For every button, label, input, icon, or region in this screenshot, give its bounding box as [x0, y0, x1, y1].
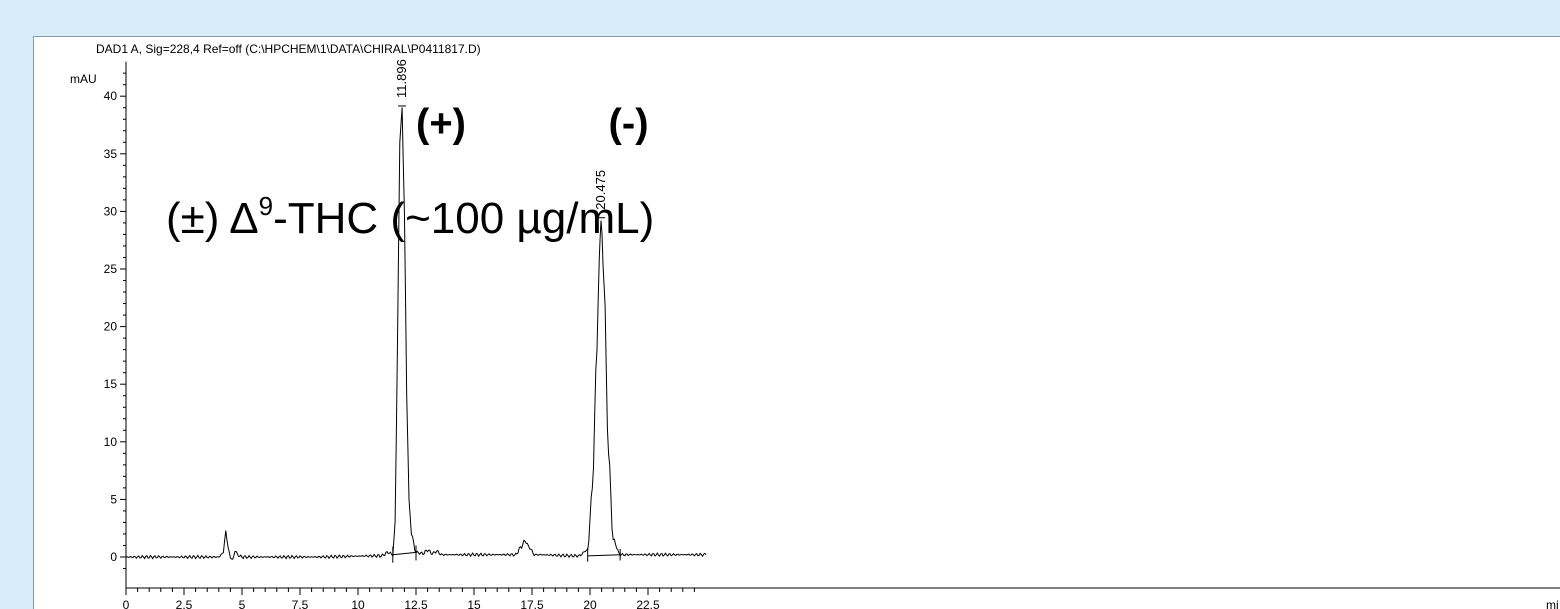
- y-tick-label-25: 25: [104, 262, 118, 276]
- enantiomer-annotation-2: (-): [609, 102, 649, 146]
- sample-label: (±) Δ9-THC (~100 µg/mL): [166, 191, 654, 243]
- peak-label-2: 20.475: [593, 170, 608, 210]
- y-tick-label-30: 30: [104, 204, 118, 218]
- x-tick-label-20: 20: [583, 598, 597, 609]
- sample-label-superscript: 9: [259, 191, 273, 221]
- x-tick-label-17.5: 17.5: [520, 598, 544, 609]
- sample-label-suffix: -THC (~100 µg/mL): [273, 194, 654, 243]
- peak-baseline-2: [587, 554, 621, 557]
- x-tick-label-15: 15: [467, 598, 481, 609]
- x-tick-label-22.5: 22.5: [636, 598, 660, 609]
- chromatogram-chart: DAD1 A, Sig=228,4 Ref=off (C:\HPCHEM\1\D…: [70, 42, 1560, 609]
- y-tick-label-10: 10: [104, 435, 118, 449]
- axes: 0 5 10 15 20 25 30 35 40 0 2.5 5 7.5 10 12.5 15 17.5 20 22…: [104, 61, 1560, 609]
- y-tick-label-20: 20: [104, 320, 118, 334]
- y-tick-label-0: 0: [110, 550, 117, 564]
- y-tick-label-35: 35: [104, 147, 118, 161]
- y-unit-label: mAU: [70, 72, 97, 86]
- enantiomer-annotation-1: (+): [416, 102, 466, 146]
- x-tick-label-10: 10: [351, 598, 365, 609]
- x-tick-label-7.5: 7.5: [292, 598, 309, 609]
- x-tick-label-0: 0: [123, 598, 130, 609]
- x-tick-label-12.5: 12.5: [404, 598, 428, 609]
- y-tick-label-40: 40: [104, 89, 118, 103]
- sample-label-prefix: (±) Δ: [166, 194, 259, 243]
- y-tick-label-5: 5: [110, 492, 117, 506]
- x-unit-label: mi: [1546, 598, 1559, 609]
- x-tick-label-2.5: 2.5: [176, 598, 193, 609]
- signal-title: DAD1 A, Sig=228,4 Ref=off (C:\HPCHEM\1\D…: [96, 42, 481, 56]
- plot-area: 11.896 20.475 (+) (-): [125, 59, 707, 563]
- chromatogram-panel: DAD1 A, Sig=228,4 Ref=off (C:\HPCHEM\1\D…: [33, 36, 1560, 609]
- y-tick-label-15: 15: [104, 377, 118, 391]
- peak-label-1: 11.896: [394, 59, 409, 98]
- x-tick-label-5: 5: [239, 598, 246, 609]
- series-trace-0: [125, 107, 707, 560]
- peak-baseline-1: [392, 551, 417, 556]
